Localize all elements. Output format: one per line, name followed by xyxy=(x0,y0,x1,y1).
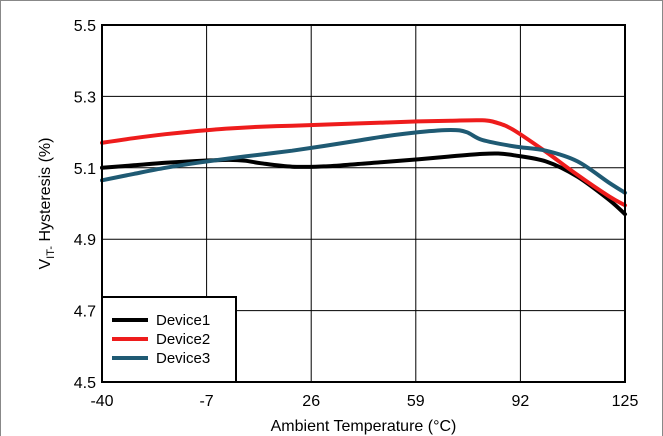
x-tick-label: 92 xyxy=(512,393,530,410)
legend: Device1 Device2 Device3 xyxy=(101,296,237,383)
y-tick-label: 5.1 xyxy=(74,161,96,178)
x-tick-label: 59 xyxy=(407,393,425,410)
y-tick-label: 4.7 xyxy=(74,304,96,321)
y-tick-label: 5.5 xyxy=(74,18,96,35)
x-tick-label: -40 xyxy=(90,393,113,410)
y-axis-title-main: V xyxy=(37,258,54,269)
tick-labels: -40 -7 26 59 92 125 4.5 4.7 4.9 5.1 5.3 5.5 xyxy=(74,18,639,410)
y-tick-label: 4.9 xyxy=(74,232,96,249)
legend-label-device2: Device2 xyxy=(156,331,210,348)
y-tick-label: 4.5 xyxy=(74,375,96,392)
legend-label-device1: Device1 xyxy=(156,312,210,329)
y-axis-title-subscript: IT- xyxy=(45,246,57,259)
x-axis-title: Ambient Temperature (°C) xyxy=(271,418,457,435)
series-line-device3 xyxy=(100,128,627,195)
x-tick-label: -7 xyxy=(199,393,213,410)
y-tick-label: 5.3 xyxy=(74,89,96,106)
y-axis-title: VIT- Hysteresis (%) xyxy=(37,138,57,270)
plot-area-border xyxy=(101,24,626,383)
grid xyxy=(102,25,625,382)
y-axis-title-rest: Hysteresis (%) xyxy=(37,138,54,246)
x-tick-label: 26 xyxy=(302,393,320,410)
x-tick-label: 125 xyxy=(612,393,639,410)
series-lines xyxy=(100,118,627,217)
series-line-device1 xyxy=(100,151,627,217)
legend-label-device3: Device3 xyxy=(156,350,210,367)
